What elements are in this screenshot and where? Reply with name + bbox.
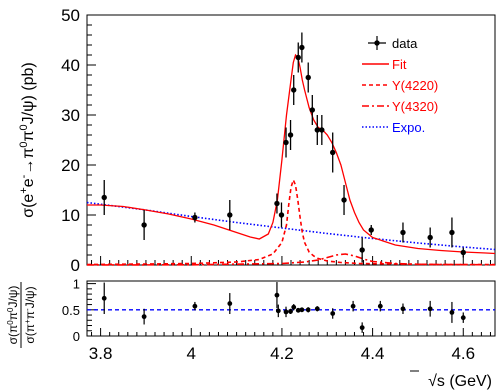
ratio-y-tick-label: 0.5 — [62, 303, 80, 318]
ratio-point — [295, 307, 301, 313]
ratio-point — [449, 310, 455, 315]
main-y-axis-title-part: →π — [20, 148, 37, 175]
main-y-axis-title-part: J/ψ) (pb) — [20, 62, 37, 124]
data-point — [283, 139, 289, 146]
data-point — [368, 227, 374, 233]
ratio-point — [359, 325, 365, 331]
main-y-axis-title-part: π — [20, 130, 37, 141]
ratio-point — [192, 303, 198, 309]
legend-y4220-label: Y(4220) — [392, 78, 438, 93]
ratio-point — [377, 303, 383, 309]
data-point — [449, 229, 455, 236]
data-point — [314, 127, 320, 133]
data-point — [291, 87, 297, 93]
x-tick-label: 4.6 — [451, 344, 475, 363]
ratio-point — [299, 307, 305, 313]
data-point — [341, 197, 347, 203]
data-point — [319, 127, 325, 133]
main-y-axis-title-part: + — [18, 187, 30, 193]
ratio-y-axis-denominator: σ(π+π-J/ψ) — [23, 286, 37, 343]
data-point — [295, 54, 301, 61]
ratio-point — [427, 306, 433, 312]
main-y-tick-label: 0 — [71, 256, 80, 275]
legend-expo-label: Expo. — [392, 120, 425, 135]
data-point — [192, 214, 198, 221]
main-y-axis-title-part: - — [18, 174, 30, 178]
ratio-point — [101, 295, 107, 301]
data-point — [101, 194, 107, 201]
y4320-curve — [86, 253, 496, 266]
ratio-point — [275, 308, 281, 314]
ratio-panel: 00.513.8 4 4.2 4.4 4.6√s (GeV)σ(π0π0J/ψ)σ(π+… — [6, 277, 496, 390]
ratio-y-axis-denominator-part: J/ψ) — [23, 286, 37, 308]
fit-curve — [87, 53, 496, 255]
data-point — [227, 212, 233, 218]
data-point — [274, 200, 280, 207]
ratio-point — [400, 306, 406, 312]
main-y-tick-label: 20 — [61, 156, 80, 175]
legend-fit-label: Fit — [392, 57, 407, 72]
ratio-y-axis-title: σ(π0π0J/ψ)σ(π+π-J/ψ) — [6, 282, 37, 348]
expo-curve — [86, 201, 496, 251]
ratio-y-tick-label: 0 — [73, 329, 80, 344]
legend-data-marker — [374, 40, 380, 46]
x-tick-label: 3.8 — [89, 344, 113, 363]
legend-y4320-label: Y(4320) — [392, 99, 438, 114]
legend: data Fit Y(4220) Y(4320) Expo. — [362, 36, 438, 135]
ratio-point — [227, 301, 233, 306]
ratio-y-axis-denominator-part: - — [23, 308, 32, 311]
data-point — [427, 234, 433, 241]
ratio-point — [314, 306, 320, 312]
data-point — [141, 222, 147, 228]
ratio-point — [350, 303, 356, 309]
ratio-point — [460, 315, 466, 321]
ratio-point — [291, 304, 297, 310]
ratio-point — [305, 307, 311, 313]
ratio-plot-frame — [86, 280, 496, 337]
main-y-axis-title-part: σ(e — [20, 194, 37, 218]
ratio-point — [141, 314, 147, 320]
data-point — [287, 132, 294, 138]
ratio-y-axis-numerator-part: J/ψ) — [6, 286, 20, 308]
ratio-y-axis-numerator-part: σ(π — [6, 325, 20, 345]
y4220-curve — [86, 177, 495, 266]
main-y-axis-title-part: e — [20, 178, 37, 187]
ratio-y-axis-numerator-part: π — [6, 312, 20, 320]
ratio-point — [288, 308, 293, 314]
ratio-y-tick-label: 1 — [73, 277, 80, 292]
data-point — [460, 249, 466, 256]
legend-data-label: data — [392, 36, 418, 51]
data-point — [400, 229, 406, 236]
main-y-tick-label: 10 — [61, 206, 80, 225]
main-y-tick-label: 40 — [61, 56, 80, 75]
ratio-point — [330, 311, 336, 316]
data-point — [309, 107, 316, 113]
main-y-axis-title-part: 0 — [18, 141, 30, 147]
main-y-tick-label: 30 — [61, 106, 80, 125]
data-point — [299, 44, 305, 51]
data-point — [359, 247, 365, 253]
main-y-axis-title: σ(e+e-→π0π0J/ψ) (pb) — [18, 62, 37, 218]
ratio-y-axis-numerator-part: 0 — [6, 307, 15, 312]
ratio-y-axis-denominator-part: σ(π — [23, 324, 37, 344]
x-tick-label: 4.4 — [361, 344, 385, 363]
main-y-axis-title-part: 0 — [18, 124, 30, 130]
ratio-point — [274, 292, 280, 298]
data-point — [278, 212, 285, 218]
ratio-y-axis-numerator-part: 0 — [6, 320, 15, 325]
x-tick-label: 4.2 — [270, 344, 294, 363]
ratio-y-axis-denominator-part: π — [23, 311, 37, 319]
ratio-point — [283, 309, 289, 315]
ratio-y-axis-denominator-part: + — [23, 319, 32, 324]
x-axis-title: √s (GeV) — [428, 373, 492, 390]
data-point — [305, 74, 311, 81]
x-tick-label: 4 — [187, 344, 196, 363]
main-y-tick-label: 50 — [61, 6, 80, 25]
data-point — [330, 149, 336, 156]
ratio-y-axis-numerator: σ(π0π0J/ψ) — [6, 286, 20, 345]
